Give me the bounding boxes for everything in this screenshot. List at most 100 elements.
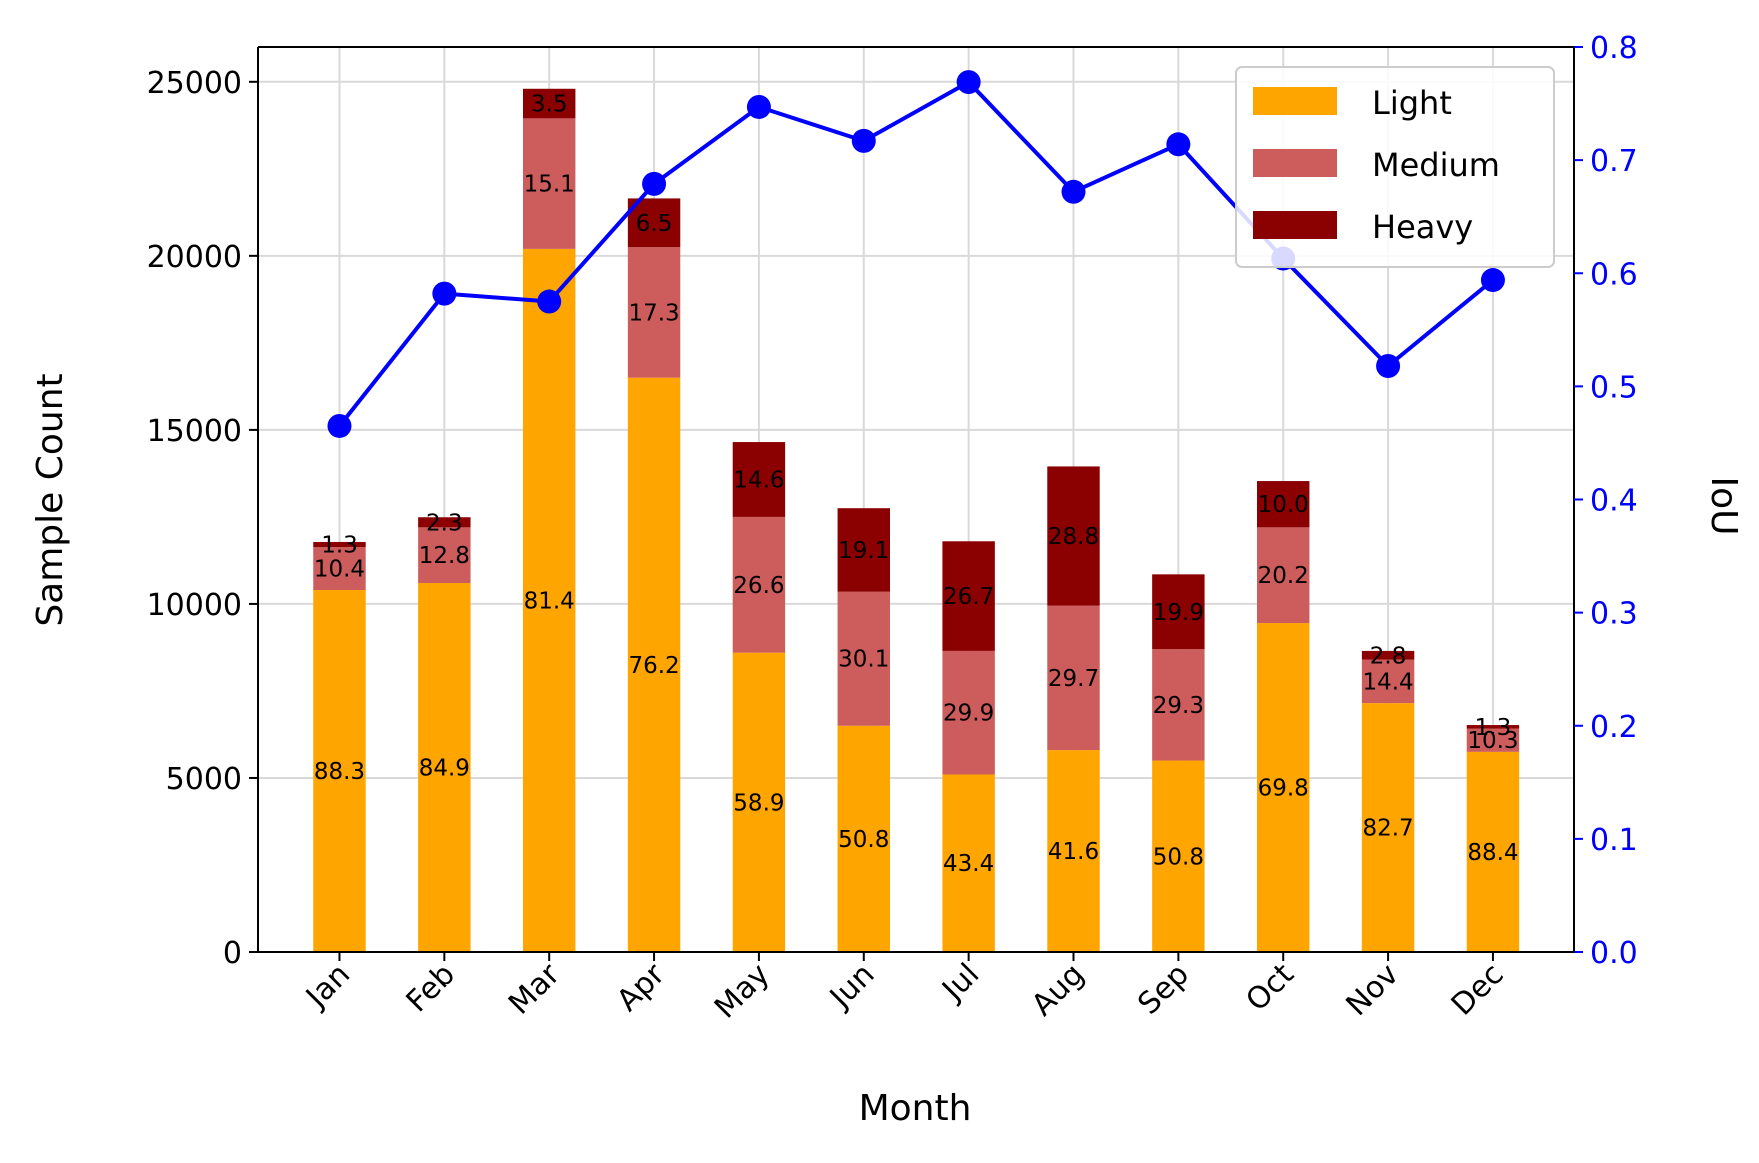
- iou-point: [1480, 268, 1505, 293]
- x-tick-label: Apr: [610, 956, 672, 1018]
- y2-tick-label: 0.1: [1590, 823, 1638, 858]
- bar-medium: [1466, 728, 1520, 752]
- legend-swatch-light: [1253, 87, 1337, 115]
- y-tick-label: 5000: [166, 762, 242, 797]
- bar-light: [1361, 703, 1415, 952]
- bar-label-medium: 15.1: [524, 172, 575, 198]
- bar-light: [313, 590, 366, 952]
- bar-label-medium: 29.9: [943, 701, 994, 727]
- iou-point: [537, 289, 562, 314]
- bar-label-light: 76.2: [628, 653, 679, 679]
- bar-light: [1152, 760, 1205, 952]
- bar-heavy: [942, 541, 995, 651]
- y-tick-label: 0: [223, 936, 242, 971]
- bar-label-heavy: 19.9: [1153, 600, 1204, 626]
- bar-label-medium: 10.4: [314, 557, 365, 583]
- bar-heavy: [1466, 725, 1520, 729]
- bar-label-light: 84.9: [419, 756, 470, 782]
- bar-label-light: 41.6: [1048, 839, 1099, 865]
- bar-light: [837, 725, 890, 952]
- bar-label-heavy: 14.6: [733, 467, 784, 493]
- y2-tick-label: 0.2: [1590, 710, 1638, 745]
- bar-medium: [732, 516, 786, 653]
- bar-label-heavy: 2.8: [1370, 643, 1407, 669]
- bar-label-medium: 17.3: [628, 300, 679, 326]
- y2-tick-label: 0.4: [1590, 484, 1638, 519]
- bar-heavy: [522, 88, 576, 119]
- y-tick-label: 15000: [147, 414, 242, 449]
- x-tick-label: Feb: [400, 957, 462, 1019]
- bar-label-medium: 10.3: [1467, 728, 1518, 754]
- legend-label-medium: Medium: [1372, 146, 1500, 184]
- legend-label-light: Light: [1372, 84, 1452, 122]
- bar-light: [732, 652, 786, 952]
- bar-label-heavy: 28.8: [1048, 524, 1099, 550]
- legend-label-heavy: Heavy: [1372, 208, 1473, 246]
- bar-label-heavy: 1.3: [1475, 715, 1512, 741]
- bar-label-light: 88.4: [1467, 840, 1518, 866]
- bar-label-heavy: 2.3: [426, 510, 463, 536]
- bar-medium: [522, 118, 576, 249]
- bar-medium: [1257, 527, 1310, 624]
- stacked-bars: [313, 88, 1520, 952]
- bar-light: [627, 377, 681, 952]
- bar-light: [1257, 623, 1310, 952]
- bar-label-light: 88.3: [314, 759, 365, 785]
- x-tick-label: Mar: [502, 956, 567, 1021]
- iou-point: [851, 128, 876, 153]
- iou-line: [337, 80, 1495, 428]
- bar-medium: [418, 527, 471, 584]
- bar-label-heavy: 6.5: [636, 211, 673, 237]
- iou-point: [1166, 132, 1191, 157]
- iou-point: [642, 171, 667, 196]
- iou-point: [956, 70, 981, 95]
- x-tick-label: Nov: [1340, 957, 1406, 1023]
- bar-medium: [627, 247, 681, 378]
- bar-heavy: [1361, 650, 1415, 660]
- bar-label-medium: 12.8: [419, 543, 470, 569]
- bar-label-medium: 26.6: [733, 573, 784, 599]
- bar-medium: [1361, 659, 1415, 704]
- bar-heavy: [627, 198, 681, 248]
- iou-line-series: [327, 70, 1505, 438]
- y-tick-label: 10000: [147, 588, 242, 623]
- bar-label-heavy: 19.1: [838, 538, 889, 564]
- bar-heavy: [1152, 574, 1205, 650]
- iou-point: [746, 94, 771, 119]
- bar-percent-labels: 88.310.41.384.912.82.381.415.13.576.217.…: [314, 92, 1519, 878]
- bar-light: [1466, 751, 1520, 952]
- iou-point: [432, 281, 457, 306]
- bar-medium: [313, 547, 366, 590]
- x-tick-label: May: [708, 957, 777, 1026]
- y-tick-label: 25000: [147, 66, 242, 101]
- bar-label-heavy: 3.5: [531, 92, 568, 118]
- x-tick-label: Oct: [1239, 957, 1301, 1019]
- bar-light: [418, 583, 471, 952]
- x-axis-title: Month: [859, 1088, 972, 1129]
- x-tick-label: Sep: [1131, 957, 1196, 1022]
- bar-medium: [837, 591, 890, 726]
- bar-heavy: [1047, 466, 1100, 606]
- bar-label-light: 82.7: [1362, 816, 1413, 842]
- bar-label-medium: 30.1: [838, 647, 889, 673]
- bar-label-medium: 29.3: [1153, 693, 1204, 719]
- axes: [249, 46, 1583, 961]
- bar-label-medium: 14.4: [1362, 669, 1413, 695]
- iou-point: [327, 413, 352, 438]
- bar-label-light: 43.4: [943, 851, 994, 877]
- x-tick-label: Dec: [1445, 957, 1511, 1023]
- y2-axis-title: IoU: [1703, 477, 1744, 536]
- bar-label-medium: 29.7: [1048, 666, 1099, 692]
- x-tick-label: Jun: [822, 957, 881, 1016]
- bar-label-light: 58.9: [733, 790, 784, 816]
- bar-light: [1047, 750, 1100, 952]
- y2-tick-label: 0.8: [1590, 31, 1638, 66]
- legend-swatch-heavy: [1253, 211, 1337, 239]
- bar-heavy: [418, 517, 471, 528]
- bar-heavy: [1257, 481, 1310, 528]
- y2-tick-label: 0.6: [1590, 257, 1638, 292]
- bar-heavy: [732, 442, 786, 517]
- bar-label-heavy: 10.0: [1258, 492, 1309, 518]
- bar-label-light: 50.8: [1153, 844, 1204, 870]
